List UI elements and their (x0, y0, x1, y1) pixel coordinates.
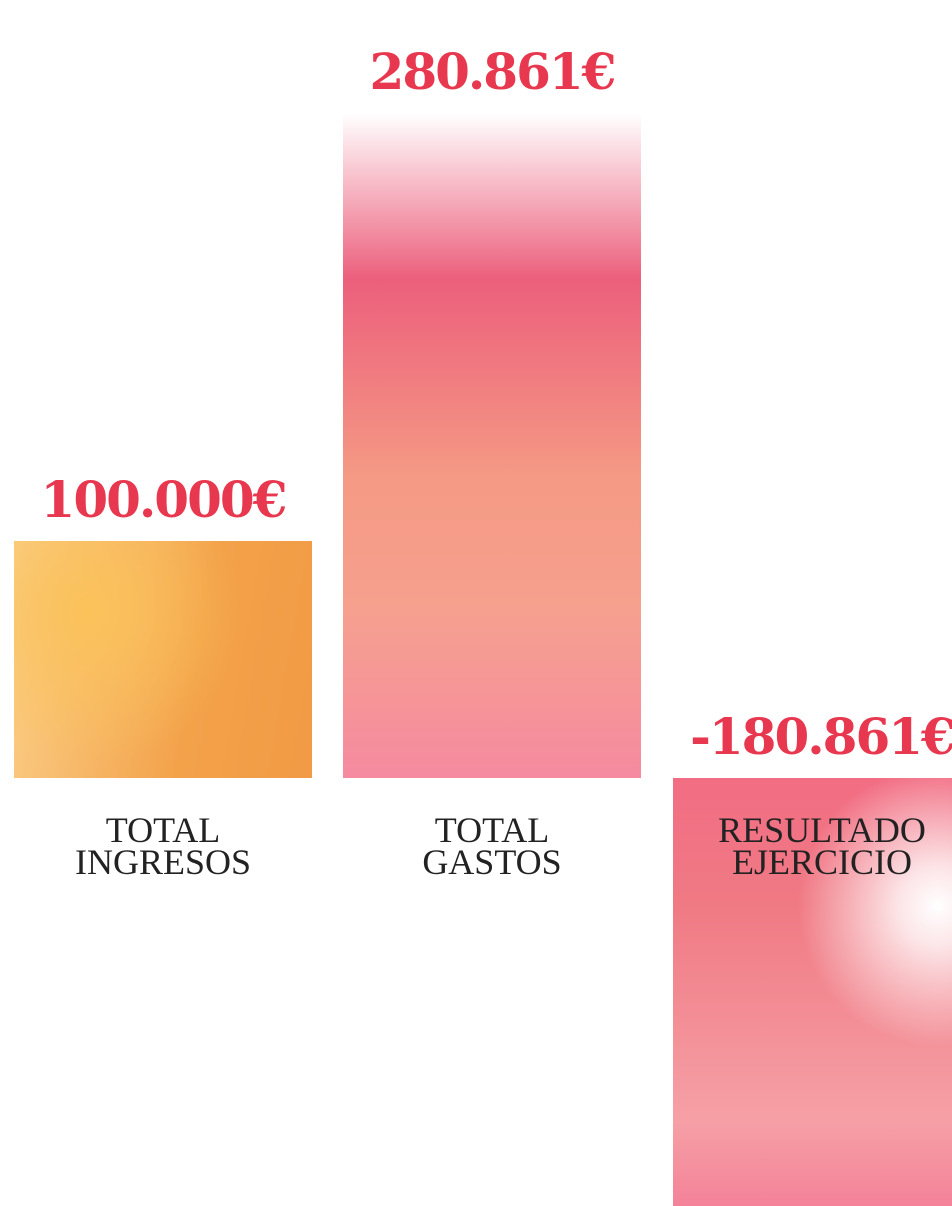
category-label: RESULTADO EJERCICIO (718, 810, 926, 882)
bar (14, 541, 312, 778)
bar (343, 113, 641, 778)
category-label: TOTAL INGRESOS (74, 810, 252, 882)
bar (673, 778, 952, 1206)
value-label: 100.000€ (40, 470, 288, 530)
category-label: TOTAL GASTOS (422, 810, 562, 882)
value-label: 280.861€ (369, 42, 617, 102)
value-label: -180.861€ (690, 707, 952, 766)
